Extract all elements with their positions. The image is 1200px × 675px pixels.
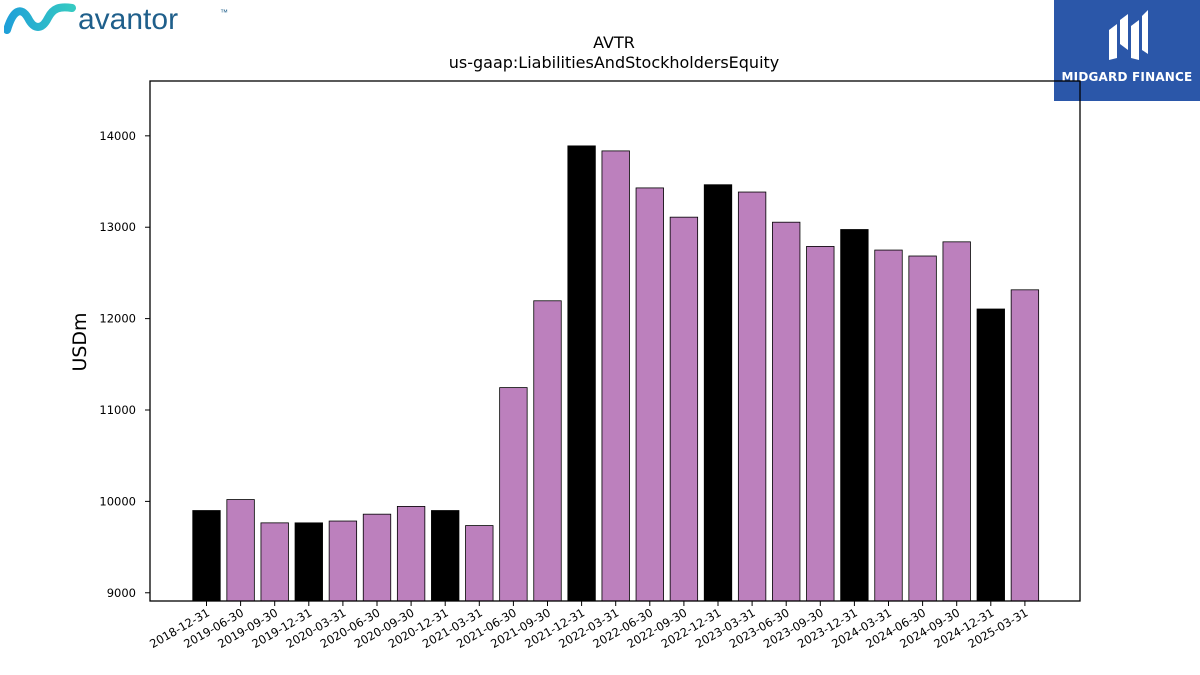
- avantor-trademark: ™: [220, 8, 228, 17]
- bar-2023-09-30: [806, 246, 835, 602]
- bar-2018-12-31: [192, 510, 221, 602]
- y-tick-label: 11000: [99, 403, 136, 417]
- bar-2022-03-31: [601, 150, 630, 602]
- chart-title: AVTR: [593, 33, 635, 52]
- bar-2021-03-31: [465, 525, 494, 602]
- bar-2023-06-30: [772, 221, 801, 602]
- bar-2025-03-31: [1010, 289, 1040, 602]
- bar-2021-12-31: [567, 145, 596, 602]
- bar-2024-09-30: [942, 241, 971, 602]
- y-tick-label: 10000: [99, 494, 136, 508]
- bar-2019-12-31: [294, 522, 323, 602]
- avantor-mark-icon: [4, 3, 76, 34]
- midgard-mark-icon: [1109, 10, 1148, 60]
- bars-group: [192, 145, 1040, 602]
- y-tick-label: 13000: [99, 220, 136, 234]
- y-tick-label: 14000: [99, 129, 136, 143]
- midgard-finance-logo: MIDGARD FINANCE: [1054, 0, 1200, 101]
- y-tick-label: 12000: [99, 312, 136, 326]
- bar-2021-06-30: [499, 387, 528, 602]
- bar-2020-03-31: [328, 520, 358, 602]
- bar-2024-03-31: [874, 249, 903, 602]
- bar-2020-06-30: [362, 513, 392, 602]
- bar-2019-09-30: [260, 522, 289, 602]
- bar-2020-09-30: [396, 506, 426, 602]
- bar-2024-12-31: [976, 308, 1005, 602]
- avantor-logo: avantor ™: [4, 3, 228, 36]
- bar-2023-12-31: [840, 229, 869, 602]
- x-axis-ticks: 2018-12-312019-06-302019-09-302019-12-31…: [147, 601, 1030, 651]
- y-axis-label: USDm: [69, 312, 91, 371]
- bar-2023-03-31: [737, 191, 767, 602]
- midgard-logo-text: MIDGARD FINANCE: [1061, 70, 1193, 84]
- avantor-logo-text: avantor: [78, 3, 178, 36]
- y-axis-ticks: 9000 10000 11000 12000 13000 14000: [99, 129, 150, 600]
- bar-2024-06-30: [908, 255, 937, 602]
- bar-2022-12-31: [703, 184, 733, 602]
- bar-2019-06-30: [226, 499, 255, 602]
- bar-2022-09-30: [669, 216, 699, 602]
- chart-subtitle: us-gaap:LiabilitiesAndStockholdersEquity: [449, 53, 780, 72]
- plot-frame: [149, 80, 1081, 602]
- y-tick-label: 9000: [107, 586, 136, 600]
- bar-2020-12-31: [431, 510, 460, 602]
- bar-2022-06-30: [635, 187, 664, 602]
- bar-2021-09-30: [533, 300, 562, 602]
